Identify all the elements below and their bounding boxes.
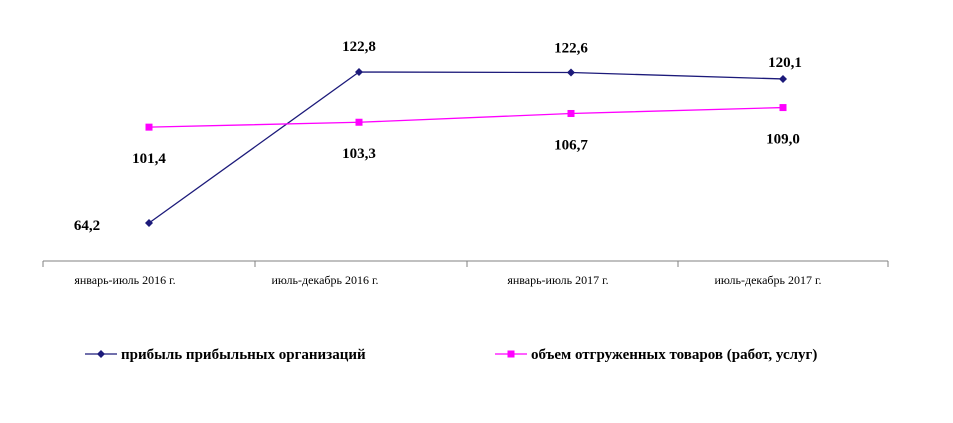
x-tick-label: январь-июль 2017 г. — [507, 273, 608, 287]
x-axis: январь-июль 2016 г. июль-декабрь 2016 г. я… — [42, 260, 889, 287]
legend-label: объем отгруженных товаров (работ, услуг) — [531, 347, 817, 363]
legend-label: прибыль прибыльных организаций — [121, 347, 366, 363]
data-point-diamond — [779, 74, 787, 83]
data-point-square — [145, 123, 153, 131]
data-label: 122,6 — [554, 41, 588, 57]
x-tick-label: январь-июль 2016 г. — [74, 273, 175, 287]
series-line — [148, 106, 784, 128]
series-line — [148, 71, 784, 224]
data-point-square — [567, 109, 575, 117]
series-shipped-goods — [145, 104, 787, 131]
legend: прибыль прибыльных организаций объем отгр… — [85, 347, 817, 363]
series-profit — [145, 68, 787, 227]
series-layer — [145, 68, 787, 227]
data-point-square — [779, 104, 787, 112]
legend-item: прибыль прибыльных организаций — [85, 347, 366, 363]
data-label: 122,8 — [342, 39, 376, 55]
data-label: 120,1 — [768, 55, 802, 71]
data-label: 103,3 — [342, 146, 376, 162]
data-labels: 64,2 122,8 122,6 120,1 101,4 103,3 106,7 109,0 — [74, 39, 802, 234]
x-tick-label: июль-декабрь 2016 г. — [271, 273, 378, 287]
legend-item: объем отгруженных товаров (работ, услуг) — [495, 347, 817, 363]
data-label: 106,7 — [554, 137, 588, 153]
data-point-diamond — [355, 68, 363, 76]
data-point-diamond — [145, 219, 153, 227]
legend-marker-square — [507, 350, 515, 358]
x-tick-label: июль-декабрь 2017 г. — [714, 273, 821, 287]
data-point-square — [355, 118, 363, 126]
data-label: 109,0 — [766, 132, 800, 148]
legend-marker-diamond — [97, 350, 105, 358]
data-label: 64,2 — [74, 218, 100, 234]
data-point-diamond — [567, 68, 575, 77]
data-label: 101,4 — [132, 151, 166, 167]
